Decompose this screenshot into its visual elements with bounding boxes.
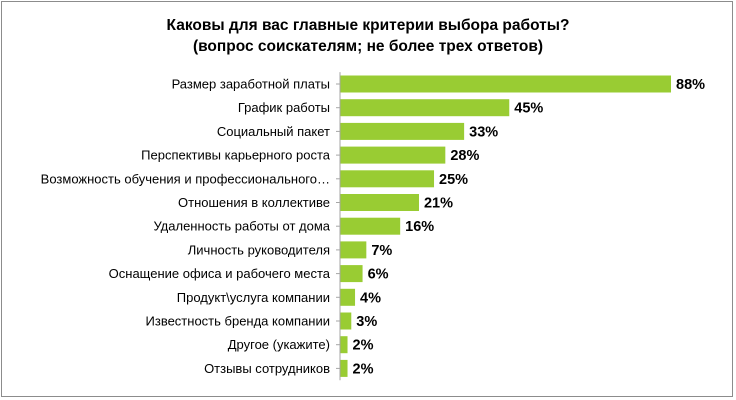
data-label: 7% [371, 243, 392, 259]
bar [340, 288, 356, 306]
bar [340, 75, 671, 93]
data-label: 4% [360, 290, 381, 306]
data-label: 21% [424, 196, 453, 212]
category-label: Удаленность работы от дома [153, 219, 330, 234]
category-label: График работы [238, 100, 330, 115]
data-label: 3% [356, 314, 377, 330]
bar [340, 217, 401, 235]
category-label: Отношения в коллективе [178, 195, 330, 210]
bar [340, 312, 352, 330]
category-label: Оснащение офиса и рабочего места [109, 266, 331, 281]
data-label: 6% [368, 267, 389, 283]
category-label: Отзывы сотрудников [204, 361, 330, 376]
data-label: 28% [450, 148, 479, 164]
data-label: 45% [514, 101, 543, 117]
bar [340, 146, 446, 164]
data-label: 2% [353, 361, 374, 377]
category-label: Возможность обучения и профессионального… [41, 171, 330, 186]
chart-subtitle: (вопрос соискателям; не более трех ответ… [192, 38, 544, 55]
category-label: Продукт\услуга компании [177, 290, 330, 305]
chart-title: Каковы для вас главные критерии выбора р… [166, 17, 570, 34]
bar [340, 170, 435, 188]
category-label: Социальный пакет [217, 124, 330, 139]
category-label: Известность бренда компании [146, 314, 330, 329]
bar [340, 265, 363, 283]
data-label: 25% [439, 172, 468, 188]
category-label: Перспективы карьерного роста [141, 148, 331, 163]
data-label: 88% [676, 77, 705, 93]
bar [340, 99, 510, 117]
bar [340, 241, 367, 259]
data-label: 2% [353, 338, 374, 354]
category-label: Личность руководителя [188, 242, 330, 257]
category-label: Размер заработной платы [172, 77, 330, 92]
chart-title-block: Каковы для вас главные критерии выбора р… [0, 15, 736, 57]
bar [340, 194, 419, 211]
data-label: 33% [469, 124, 498, 140]
bar [340, 359, 348, 377]
bar [340, 336, 348, 354]
bar [340, 122, 465, 140]
data-label: 16% [405, 219, 434, 235]
category-label: Другое (укажите) [228, 337, 330, 352]
